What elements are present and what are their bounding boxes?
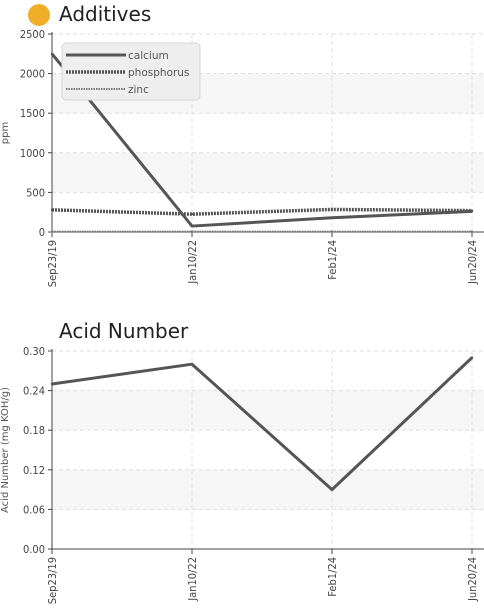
y-tick-label: 0.30	[23, 345, 45, 358]
y-tick-label: 2500	[20, 28, 45, 41]
series-line-calcium	[50, 52, 473, 228]
y-tick-label: 1500	[20, 107, 45, 120]
data-point-calcium	[50, 52, 54, 55]
y-tick-label: 0.12	[23, 464, 45, 477]
data-point-calcium	[330, 216, 334, 219]
y-tick-label: 0.24	[23, 385, 45, 398]
x-tick-label: Jan10/22	[186, 557, 199, 602]
data-point-calcium	[190, 224, 194, 228]
data-point-phosphorus	[50, 208, 54, 212]
x-tick-label: Sep23/19	[46, 240, 59, 287]
data-point-phosphorus	[330, 208, 334, 211]
grid-band	[52, 152, 484, 193]
additives-chart: 0 500 1000 1500 2000 2500 Sep23/19 Jan10/22 Feb1…	[0, 28, 484, 287]
data-point	[470, 356, 474, 359]
y-tick-label: 2000	[20, 68, 45, 81]
status-dot	[28, 4, 50, 26]
y-axis-label: Acid Number (mg KOH/g)	[0, 387, 11, 513]
y-axis-label: ppm	[0, 122, 11, 144]
data-point-zinc	[330, 230, 334, 233]
legend-label-zinc: zinc	[128, 84, 149, 96]
y-tick-label: 0.06	[23, 503, 45, 516]
data-point-zinc	[470, 230, 474, 233]
x-tick-label: Jun20/24	[466, 557, 479, 602]
legend-label-phosphorus: phosphorus	[128, 67, 189, 79]
x-tick-label: Feb1/24	[326, 557, 339, 597]
y-tick-label: 1000	[20, 147, 45, 160]
y-tick-label: 500	[26, 186, 45, 199]
data-point-phosphorus	[470, 209, 474, 212]
series-line-phosphorus	[51, 207, 473, 216]
y-tick-label: 0.18	[23, 424, 45, 437]
data-point-zinc	[50, 230, 54, 233]
y-tick-label: 0	[39, 226, 45, 239]
x-tick-label: Jan10/22	[186, 240, 199, 285]
grid-band	[52, 390, 484, 431]
grid-band	[52, 469, 484, 510]
data-point	[330, 488, 334, 491]
x-tick-label: Jun20/24	[466, 240, 479, 285]
legend-box	[61, 42, 201, 101]
x-tick-label: Sep23/19	[46, 557, 59, 604]
legend-label-calcium: calcium	[128, 50, 169, 62]
data-point-phosphorus	[190, 212, 194, 216]
y-tick-label: 0.00	[23, 543, 45, 556]
data-point	[50, 382, 54, 386]
x-tick-label: Feb1/24	[326, 240, 339, 280]
chart-title-acid-number: Acid Number	[59, 319, 189, 343]
data-point-zinc	[190, 230, 194, 233]
data-point	[190, 363, 194, 366]
chart-title-additives: Additives	[59, 2, 152, 26]
series-line	[51, 356, 474, 492]
